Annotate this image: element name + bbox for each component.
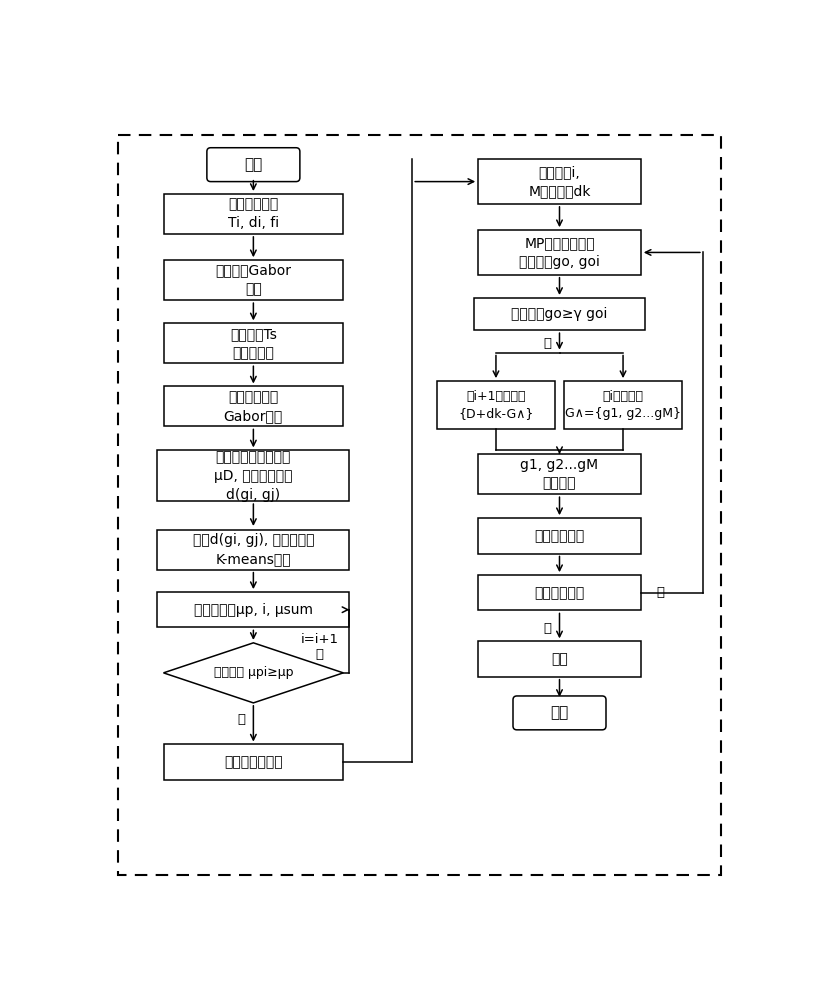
FancyBboxPatch shape xyxy=(157,530,349,570)
Text: 结束: 结束 xyxy=(551,705,569,720)
Text: 更新信号残差: 更新信号残差 xyxy=(534,529,585,543)
Text: 设置参数向量
Ti, di, fi: 设置参数向量 Ti, di, fi xyxy=(227,197,279,230)
Text: 设定子字典相干系数
μD, 计算相干距离
d(gi, gj): 设定子字典相干系数 μD, 计算相干距离 d(gi, gj) xyxy=(214,450,293,502)
Text: 满足停止条件: 满足停止条件 xyxy=(534,586,585,600)
Text: 否: 否 xyxy=(656,586,664,599)
Text: 输出: 输出 xyxy=(551,652,568,666)
Text: 是否满足 μpi≥μp: 是否满足 μpi≥μp xyxy=(213,666,293,679)
FancyBboxPatch shape xyxy=(479,159,640,204)
FancyBboxPatch shape xyxy=(564,381,682,429)
FancyBboxPatch shape xyxy=(479,575,640,610)
Text: 设置阈值：μp, i, μsum: 设置阈值：μp, i, μsum xyxy=(194,603,312,617)
FancyBboxPatch shape xyxy=(164,744,343,780)
FancyBboxPatch shape xyxy=(207,148,300,182)
Text: 是: 是 xyxy=(544,622,552,635)
Text: g1, g2...gM
降序排列: g1, g2...gM 降序排列 xyxy=(520,458,599,491)
FancyBboxPatch shape xyxy=(157,592,349,627)
FancyBboxPatch shape xyxy=(479,518,640,554)
FancyBboxPatch shape xyxy=(479,641,640,677)
Text: 是否满足go≥γ goi: 是否满足go≥γ goi xyxy=(511,307,608,321)
Text: 第i代原子集
G∧={g1, g2...gM}: 第i代原子集 G∧={g1, g2...gM} xyxy=(565,390,681,420)
FancyBboxPatch shape xyxy=(474,298,645,330)
FancyBboxPatch shape xyxy=(157,450,349,501)
Text: 迭代次数i,
M个子字典dk: 迭代次数i, M个子字典dk xyxy=(528,165,591,198)
FancyBboxPatch shape xyxy=(164,260,343,300)
Polygon shape xyxy=(164,643,344,703)
FancyBboxPatch shape xyxy=(479,454,640,494)
Text: 是: 是 xyxy=(544,337,552,350)
FancyBboxPatch shape xyxy=(164,194,343,234)
Text: 开始: 开始 xyxy=(245,157,263,172)
Text: 子字典原子合并: 子字典原子合并 xyxy=(224,755,283,769)
Text: 根据d(gi, gj), 对字典进行
K-means聚类: 根据d(gi, gj), 对字典进行 K-means聚类 xyxy=(192,533,314,566)
FancyBboxPatch shape xyxy=(164,323,343,363)
Text: MP计算出匹配度
最高原子go, goi: MP计算出匹配度 最高原子go, goi xyxy=(519,236,600,269)
Text: 第i+1代原子集
{D+dk-G∧}: 第i+1代原子集 {D+dk-G∧} xyxy=(458,390,533,420)
FancyBboxPatch shape xyxy=(513,696,606,730)
Text: 采样间隔Ts
离散化处理: 采样间隔Ts 离散化处理 xyxy=(230,327,276,360)
Text: 生成冗余离散
Gabor字典: 生成冗余离散 Gabor字典 xyxy=(224,390,283,423)
FancyBboxPatch shape xyxy=(479,230,640,275)
Text: 生成连续Gabor
原子: 生成连续Gabor 原子 xyxy=(215,264,291,297)
Text: i=i+1
否: i=i+1 否 xyxy=(300,633,339,661)
FancyBboxPatch shape xyxy=(164,386,343,426)
FancyBboxPatch shape xyxy=(437,381,555,429)
Text: 是: 是 xyxy=(238,713,245,726)
